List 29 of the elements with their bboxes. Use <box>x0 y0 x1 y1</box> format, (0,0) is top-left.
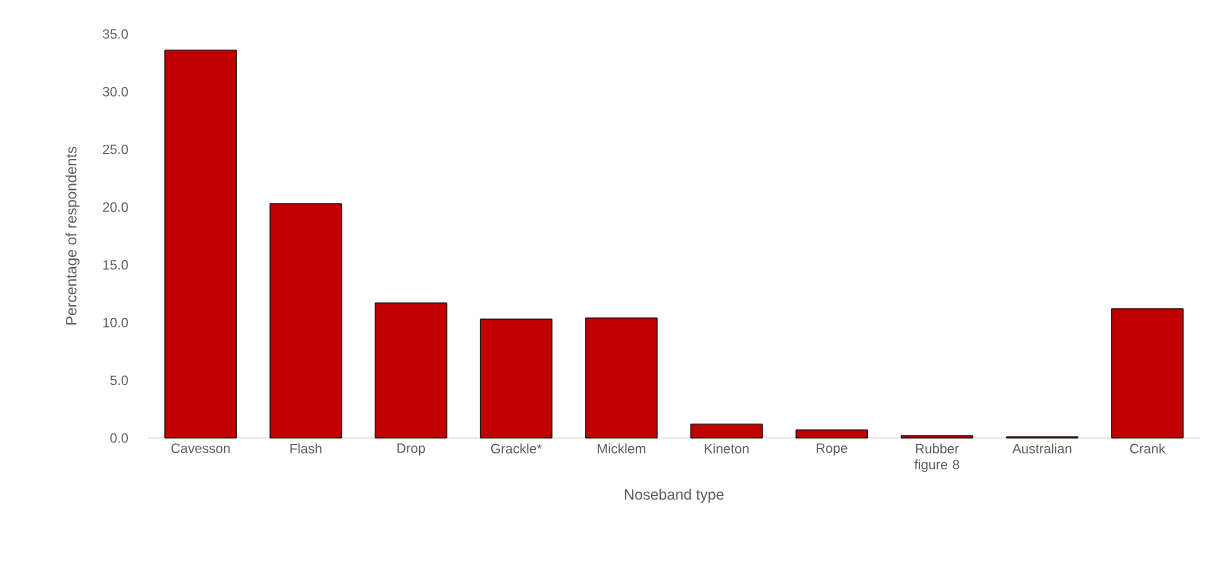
y-tick-label: 10.0 <box>103 317 128 328</box>
y-tick-label: 5.0 <box>110 375 128 386</box>
x-tick-label: Cavesson <box>171 443 230 454</box>
x-tick-label: Australian <box>1012 443 1072 454</box>
x-tick-label: Drop <box>397 443 426 456</box>
y-tick-label: 20.0 <box>102 202 128 212</box>
bar <box>374 302 448 439</box>
x-tick-label: Rubber figure 8 <box>914 443 960 472</box>
bar <box>900 435 974 439</box>
x-tick-label: Rope <box>816 443 848 456</box>
x-tick-label: Crank <box>1130 443 1166 454</box>
x-tick-label: Kineton <box>704 443 749 454</box>
y-tick-label: 25.0 <box>102 144 128 155</box>
y-tick-label: 35.0 <box>102 29 128 39</box>
bar <box>795 429 869 439</box>
x-tick-label: Micklem <box>597 443 646 454</box>
bar <box>1111 308 1184 439</box>
bar <box>164 49 237 439</box>
bar <box>690 423 763 439</box>
y-axis-title: Percentage of respondents <box>65 146 80 325</box>
y-tick-label: 0.0 <box>110 433 128 443</box>
x-tick-label: Grackle* <box>491 443 542 454</box>
y-tick-label: 30.0 <box>102 86 128 97</box>
x-tick-label: Flash <box>290 443 322 454</box>
bar <box>585 317 658 439</box>
y-tick-label: 15.0 <box>103 260 128 270</box>
bar <box>269 203 343 439</box>
x-axis-title: Noseband type <box>624 488 724 503</box>
bar <box>479 318 553 439</box>
